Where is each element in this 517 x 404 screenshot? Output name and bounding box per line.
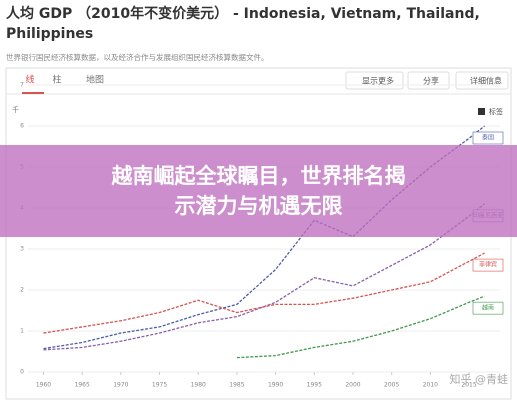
title: 人均 GDP （2010年不变价美元） - Indonesia, Vietnam… [6, 5, 480, 22]
x-tick-label: 2015 [461, 382, 476, 389]
y-unit: 千 [12, 105, 19, 114]
tab[interactable]: 线 [25, 74, 34, 86]
button-label[interactable]: 详细信息 [470, 76, 502, 86]
y-tick-label: 7 [20, 82, 24, 89]
y-tick-label: 3 [20, 246, 24, 253]
x-tick-label: 1980 [191, 382, 206, 389]
end-label: 越南 [482, 304, 494, 312]
tab[interactable]: 柱 [52, 74, 61, 86]
y-tick-label: 2 [20, 287, 24, 294]
tab[interactable]: 地图 [86, 74, 104, 86]
x-tick-label: 1970 [113, 382, 128, 389]
button-label[interactable]: 显示更多 [362, 76, 394, 86]
checkbox[interactable] [478, 108, 485, 115]
banner-line: 示潜力与机遇无限 [174, 194, 343, 218]
legend-toggle[interactable]: 标签 [489, 107, 503, 116]
series-line [43, 203, 485, 351]
series-line [236, 295, 485, 359]
x-tick-label: 1985 [229, 382, 244, 389]
x-tick-label: 2000 [345, 382, 360, 389]
x-tick-label: 1965 [75, 382, 90, 389]
end-label-box [472, 258, 504, 272]
banner: 越南崛起全球瞩目，世界排名揭 示潜力与机遇无限 [0, 145, 517, 237]
end-label-box [472, 131, 504, 145]
banner-line: 越南崛起全球瞩目，世界排名揭 [111, 164, 406, 188]
x-tick-label: 1995 [307, 382, 322, 389]
end-label: 泰国 [482, 134, 494, 142]
watermark: 知乎 @青蛙 [450, 372, 509, 386]
y-tick-label: 6 [20, 123, 24, 130]
x-tick-label: 1990 [268, 382, 283, 389]
x-tick-label: 1975 [152, 382, 167, 389]
x-tick-label: 2010 [423, 382, 438, 389]
series-line [43, 252, 485, 334]
subtitle: 世界银行国民经济核算数据，以及经济合作与发展组织国民经济核算数据文件。 [6, 52, 269, 62]
title: Philippines [6, 26, 93, 42]
y-tick-label: 0 [20, 369, 24, 376]
end-label: 菲律宾 [479, 261, 497, 269]
y-tick-label: 1 [20, 328, 24, 335]
x-tick-label: 1960 [36, 382, 51, 389]
end-label-box [472, 301, 504, 315]
x-tick-label: 2005 [384, 382, 399, 389]
button-label[interactable]: 分享 [423, 76, 439, 86]
